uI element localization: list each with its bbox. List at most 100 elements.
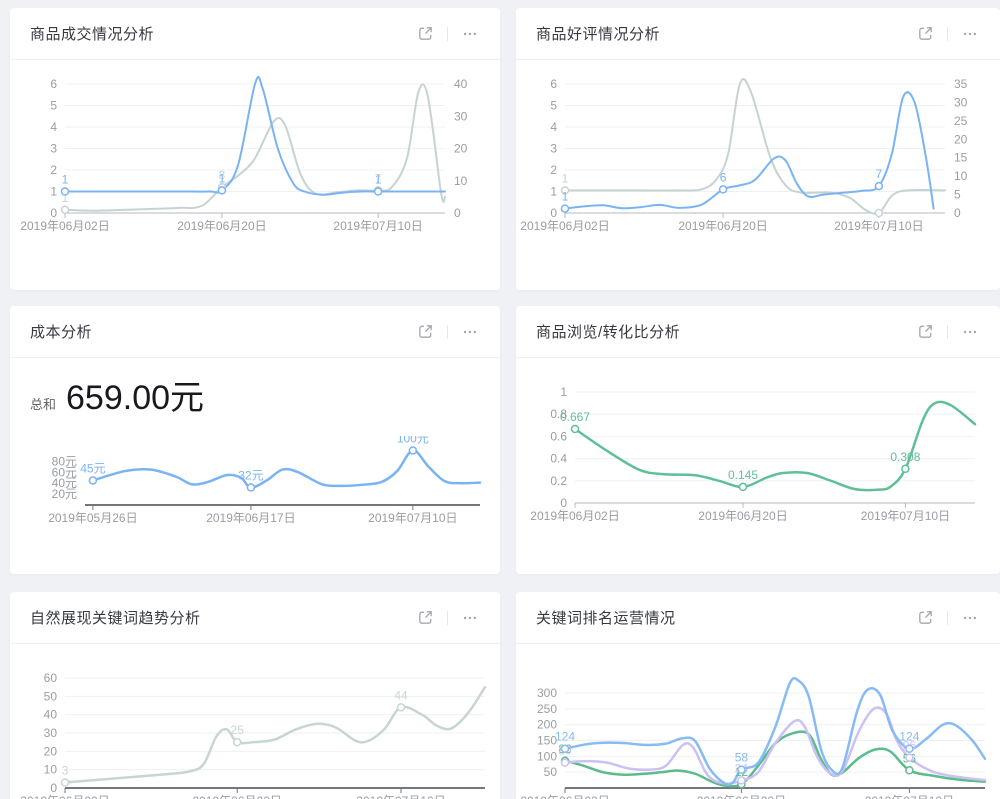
card-header: 成本分析 (10, 306, 500, 358)
svg-text:5: 5 (550, 99, 557, 113)
open-in-new-icon[interactable] (915, 322, 935, 342)
toolbar-divider (447, 26, 448, 41)
svg-text:2019年07月10日: 2019年07月10日 (834, 219, 923, 233)
card-toolbar (415, 24, 480, 44)
card-header: 商品好评情况分析 (516, 8, 1000, 60)
card-keyword-rank: 关键词排名运营情况 501001502002503002019年06月02日20… (516, 592, 1000, 799)
card-conversion-analysis: 商品浏览/转化比分析 0 0.2 0.4 0.6 0.8 1 2019年06月02日 2019… (516, 306, 1000, 574)
svg-text:2019年06月02日: 2019年06月02日 (520, 794, 609, 799)
card-deal-analysis: 商品成交情况分析 0 1 2 3 4 5 6 0 10 20 30 40 2019年06月02日 2019… (10, 8, 500, 290)
more-icon[interactable] (960, 608, 980, 628)
svg-text:2019年06月20日: 2019年06月20日 (697, 794, 786, 799)
card-toolbar (415, 322, 480, 342)
more-icon[interactable] (960, 24, 980, 44)
svg-text:0: 0 (50, 206, 57, 220)
card-header: 自然展现关键词趋势分析 (10, 592, 500, 644)
more-icon[interactable] (460, 24, 480, 44)
line-chart-deal: 0 1 2 3 4 5 6 0 10 20 30 40 2019年06月02日 2019年06月20日 20… (10, 68, 500, 243)
svg-text:124: 124 (555, 730, 575, 744)
svg-text:0: 0 (954, 206, 961, 220)
svg-text:2019年06月20日: 2019年06月20日 (177, 219, 266, 233)
svg-text:8: 8 (219, 168, 226, 182)
line-chart-cost: 20元 40元 60元 80元 2019年05月26日 2019年06月17日 2019年0… (10, 436, 500, 546)
toolbar-divider (947, 26, 948, 41)
svg-text:50: 50 (544, 765, 558, 779)
svg-text:0.145: 0.145 (728, 468, 758, 482)
card-title: 商品浏览/转化比分析 (536, 324, 681, 341)
more-icon[interactable] (960, 322, 980, 342)
svg-text:0.4: 0.4 (550, 452, 567, 466)
svg-text:25: 25 (231, 723, 245, 737)
summary-label: 总和 (30, 397, 57, 412)
summary-value: 659.00元 (66, 379, 205, 417)
svg-text:15: 15 (954, 151, 968, 165)
svg-text:300: 300 (537, 686, 557, 700)
svg-text:0.308: 0.308 (890, 450, 920, 464)
open-in-new-icon[interactable] (915, 608, 935, 628)
svg-text:0.6: 0.6 (550, 429, 567, 443)
open-in-new-icon[interactable] (915, 24, 935, 44)
more-icon[interactable] (460, 322, 480, 342)
line-chart-review: 0 1 2 3 4 5 6 0 5 10 15 20 25 30 35 2019年06月02日 2019年06月… (516, 68, 1000, 243)
card-header: 商品浏览/转化比分析 (516, 306, 1000, 358)
svg-text:35: 35 (954, 77, 968, 91)
open-in-new-icon[interactable] (415, 322, 435, 342)
svg-text:30: 30 (454, 109, 468, 123)
svg-text:20: 20 (44, 744, 58, 758)
card-review-analysis: 商品好评情况分析 0 1 2 3 4 5 6 0 5 10 15 20 25 30 35 2019年06月02… (516, 8, 1000, 290)
more-icon[interactable] (460, 608, 480, 628)
svg-text:0.2: 0.2 (550, 474, 567, 488)
svg-text:4: 4 (550, 120, 557, 134)
card-header: 商品成交情况分析 (10, 8, 500, 60)
svg-text:10: 10 (454, 174, 468, 188)
svg-text:2019年06月02日: 2019年06月02日 (520, 219, 609, 233)
svg-text:2019年06月20日: 2019年06月20日 (698, 509, 787, 523)
svg-text:2019年06月20日: 2019年06月20日 (678, 219, 767, 233)
toolbar-divider (447, 324, 448, 339)
svg-text:32元: 32元 (238, 469, 263, 483)
line-chart-keyword-trend: 0 10 20 30 40 50 60 2019年06月02日 2019年06月20日 2019年… (10, 662, 500, 799)
svg-text:20元: 20元 (52, 487, 77, 501)
svg-text:0.8: 0.8 (550, 407, 567, 421)
open-in-new-icon[interactable] (415, 608, 435, 628)
svg-text:1: 1 (560, 385, 567, 399)
card-title: 关键词排名运营情况 (536, 610, 676, 627)
card-title: 成本分析 (30, 324, 93, 341)
svg-text:60元: 60元 (52, 465, 77, 479)
svg-text:1: 1 (375, 173, 382, 187)
card-title: 商品成交情况分析 (30, 26, 155, 43)
svg-text:2019年06月17日: 2019年06月17日 (206, 511, 295, 525)
svg-text:2019年06月02日: 2019年06月02日 (20, 794, 109, 799)
toolbar-divider (947, 610, 948, 625)
svg-text:2019年06月20日: 2019年06月20日 (192, 794, 281, 799)
svg-text:10: 10 (954, 169, 968, 183)
cost-summary: 总和 659.00元 (30, 370, 204, 419)
svg-text:2: 2 (550, 163, 557, 177)
svg-text:7: 7 (375, 171, 382, 185)
svg-text:25: 25 (954, 114, 968, 128)
open-in-new-icon[interactable] (415, 24, 435, 44)
svg-text:6: 6 (50, 77, 57, 91)
svg-text:20: 20 (954, 132, 968, 146)
svg-text:20: 20 (454, 142, 468, 156)
svg-text:80元: 80元 (52, 454, 77, 468)
card-title: 商品好评情况分析 (536, 26, 661, 43)
card-keyword-trend: 自然展现关键词趋势分析 0 10 20 30 40 50 60 2019年06月02日 2019… (10, 592, 500, 799)
toolbar-divider (447, 610, 448, 625)
svg-text:30: 30 (954, 95, 968, 109)
svg-text:100元: 100元 (397, 436, 429, 445)
svg-text:2019年06月02日: 2019年06月02日 (530, 509, 619, 523)
svg-text:5: 5 (954, 188, 961, 202)
card-cost-analysis: 成本分析 总和 659.00元 20元 40元 60元 80 (10, 306, 500, 574)
svg-text:1: 1 (62, 191, 69, 205)
svg-text:6: 6 (550, 77, 557, 91)
line-chart-keyword-rank: 501001502002503002019年06月02日2019年06月20日2… (516, 662, 1000, 799)
svg-text:250: 250 (537, 702, 557, 716)
svg-text:100: 100 (537, 749, 557, 763)
toolbar-divider (947, 324, 948, 339)
svg-text:7: 7 (876, 167, 883, 181)
svg-text:2019年07月10日: 2019年07月10日 (865, 794, 954, 799)
svg-text:4: 4 (50, 120, 57, 134)
svg-text:1: 1 (62, 173, 69, 187)
